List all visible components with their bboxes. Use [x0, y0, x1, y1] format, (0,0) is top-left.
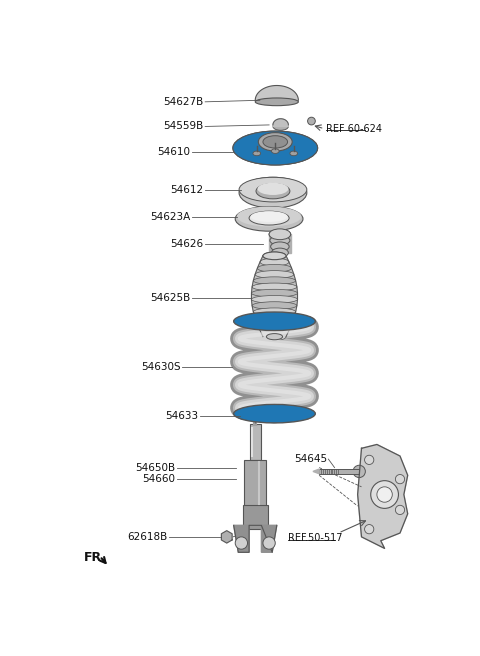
Polygon shape	[273, 119, 288, 127]
Ellipse shape	[260, 327, 289, 335]
Polygon shape	[262, 525, 277, 552]
Text: 54630S: 54630S	[141, 363, 180, 373]
Text: REF.50-517: REF.50-517	[288, 533, 343, 543]
Ellipse shape	[263, 252, 286, 260]
Ellipse shape	[252, 283, 297, 291]
Ellipse shape	[260, 258, 289, 266]
Ellipse shape	[273, 123, 288, 131]
Text: 54610: 54610	[157, 147, 191, 157]
Text: 54612: 54612	[170, 186, 204, 195]
Ellipse shape	[396, 505, 405, 514]
Ellipse shape	[249, 211, 289, 225]
Ellipse shape	[235, 207, 303, 231]
Text: 62618B: 62618B	[127, 532, 168, 542]
Ellipse shape	[253, 277, 296, 285]
Ellipse shape	[365, 455, 374, 464]
Ellipse shape	[263, 333, 286, 340]
Ellipse shape	[258, 182, 288, 195]
Ellipse shape	[271, 242, 289, 251]
Text: 54559B: 54559B	[163, 121, 204, 131]
Text: 54623A: 54623A	[150, 213, 191, 222]
Bar	[319, 469, 359, 474]
Ellipse shape	[271, 149, 279, 154]
Ellipse shape	[270, 236, 290, 245]
Ellipse shape	[266, 334, 283, 340]
Ellipse shape	[365, 525, 374, 534]
Ellipse shape	[234, 405, 315, 423]
Ellipse shape	[255, 314, 294, 322]
Polygon shape	[243, 409, 306, 417]
Ellipse shape	[253, 308, 296, 316]
Ellipse shape	[258, 133, 292, 151]
Ellipse shape	[257, 320, 292, 328]
Polygon shape	[313, 469, 319, 474]
Ellipse shape	[308, 117, 315, 125]
Ellipse shape	[233, 131, 318, 165]
Text: 54650B: 54650B	[135, 462, 175, 472]
Ellipse shape	[237, 137, 314, 165]
Ellipse shape	[252, 302, 297, 310]
Ellipse shape	[256, 184, 290, 199]
Ellipse shape	[255, 271, 294, 278]
Ellipse shape	[301, 413, 311, 419]
Polygon shape	[252, 256, 298, 337]
Text: FR.: FR.	[84, 551, 108, 564]
Ellipse shape	[233, 131, 318, 165]
Ellipse shape	[271, 248, 288, 257]
Ellipse shape	[396, 474, 405, 483]
Ellipse shape	[290, 151, 298, 155]
Ellipse shape	[253, 151, 261, 155]
Ellipse shape	[353, 465, 365, 478]
Ellipse shape	[257, 264, 292, 272]
Ellipse shape	[251, 211, 288, 222]
Text: 54660: 54660	[142, 474, 175, 484]
Ellipse shape	[269, 230, 291, 239]
Text: 54625B: 54625B	[150, 293, 191, 303]
Polygon shape	[358, 445, 408, 548]
Ellipse shape	[234, 312, 315, 331]
Polygon shape	[255, 85, 299, 104]
Text: 54633: 54633	[165, 411, 198, 421]
Ellipse shape	[252, 289, 298, 297]
Text: 54626: 54626	[170, 239, 204, 249]
Ellipse shape	[371, 481, 398, 508]
Polygon shape	[288, 234, 291, 253]
Ellipse shape	[239, 177, 307, 202]
Ellipse shape	[252, 295, 298, 303]
Ellipse shape	[239, 413, 248, 419]
Bar	[243, 504, 267, 529]
Ellipse shape	[239, 177, 307, 208]
Bar	[244, 460, 266, 506]
Polygon shape	[234, 525, 249, 552]
Polygon shape	[269, 234, 272, 253]
Bar	[250, 424, 261, 460]
Ellipse shape	[377, 487, 392, 502]
Ellipse shape	[235, 537, 248, 549]
Ellipse shape	[237, 207, 301, 226]
Text: REF 60-624: REF 60-624	[326, 124, 382, 134]
Ellipse shape	[255, 98, 299, 106]
Polygon shape	[221, 531, 232, 543]
Ellipse shape	[269, 229, 291, 239]
Ellipse shape	[263, 136, 288, 148]
Ellipse shape	[263, 252, 286, 260]
Ellipse shape	[263, 537, 275, 549]
Text: 54627B: 54627B	[163, 97, 204, 107]
Text: 54645: 54645	[294, 454, 327, 464]
